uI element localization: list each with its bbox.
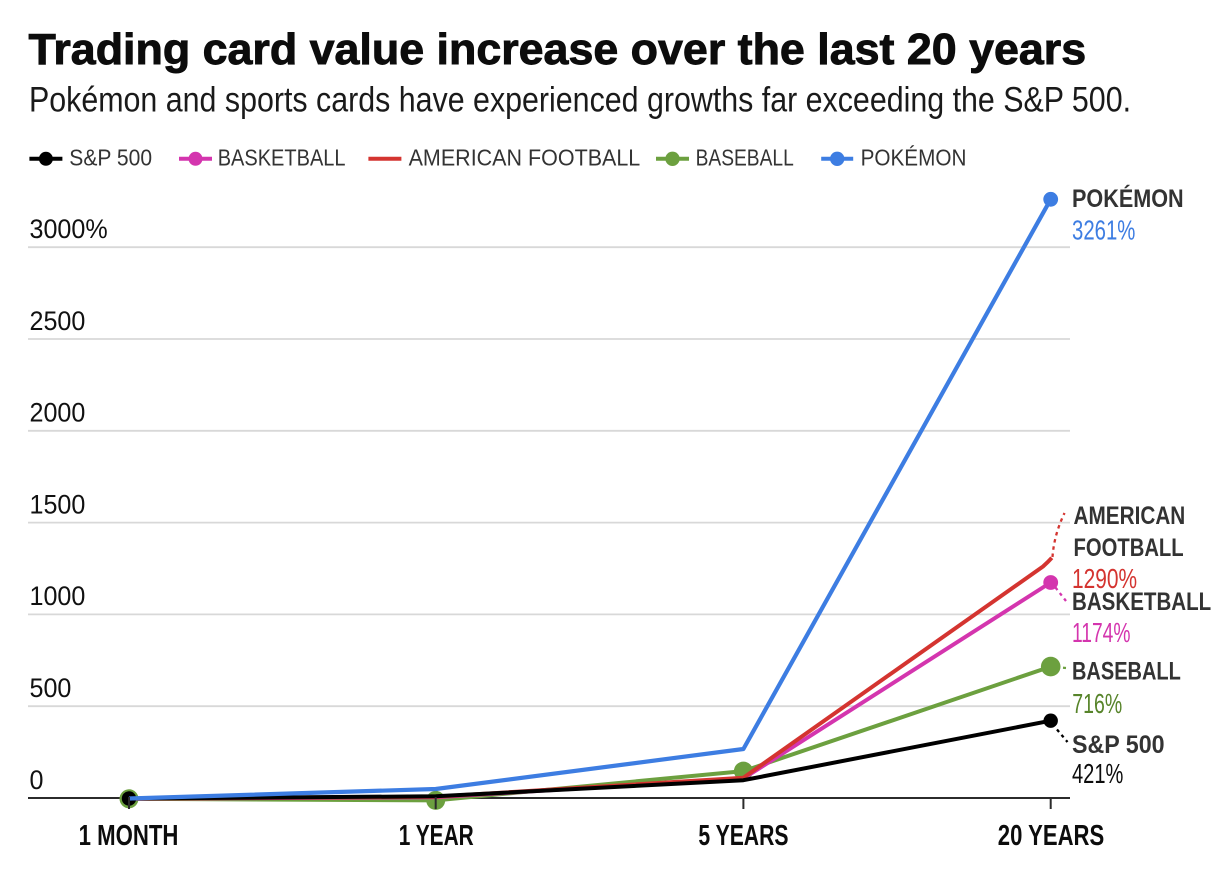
svg-text:1500: 1500	[30, 489, 86, 520]
svg-text:1000: 1000	[30, 580, 86, 611]
svg-text:Trading card value increase ov: Trading card value increase over the las…	[29, 25, 1087, 74]
svg-text:1 MONTH: 1 MONTH	[79, 820, 179, 851]
svg-text:FOOTBALL: FOOTBALL	[1074, 533, 1184, 562]
svg-text:AMERICAN: AMERICAN	[1074, 501, 1186, 529]
svg-text:1174%: 1174%	[1072, 619, 1130, 649]
svg-text:BASEBALL: BASEBALL	[696, 146, 794, 171]
svg-text:0: 0	[30, 764, 44, 795]
svg-text:3261%: 3261%	[1072, 216, 1135, 247]
svg-text:POKÉMON: POKÉMON	[861, 145, 967, 171]
svg-text:BASKETBALL: BASKETBALL	[218, 144, 346, 171]
svg-text:2000: 2000	[30, 397, 86, 428]
svg-text:S&P 500: S&P 500	[1072, 731, 1165, 759]
svg-text:BASEBALL: BASEBALL	[1072, 658, 1181, 686]
svg-text:BASKETBALL: BASKETBALL	[1072, 587, 1211, 615]
svg-text:421%: 421%	[1072, 759, 1123, 790]
svg-text:500: 500	[30, 672, 72, 703]
svg-text:5 YEARS: 5 YEARS	[698, 820, 788, 852]
svg-text:1 YEAR: 1 YEAR	[399, 820, 474, 852]
svg-text:20 YEARS: 20 YEARS	[998, 820, 1104, 851]
svg-text:POKÉMON: POKÉMON	[1072, 184, 1184, 213]
svg-text:1290%: 1290%	[1072, 564, 1137, 594]
svg-text:2500: 2500	[30, 305, 86, 336]
svg-text:S&P 500: S&P 500	[69, 145, 152, 171]
svg-text:3000%: 3000%	[30, 213, 108, 244]
svg-text:716%: 716%	[1072, 689, 1122, 720]
svg-text:Pokémon and sports cards have: Pokémon and sports cards have experience…	[29, 79, 1131, 119]
svg-text:AMERICAN FOOTBALL: AMERICAN FOOTBALL	[409, 145, 641, 171]
